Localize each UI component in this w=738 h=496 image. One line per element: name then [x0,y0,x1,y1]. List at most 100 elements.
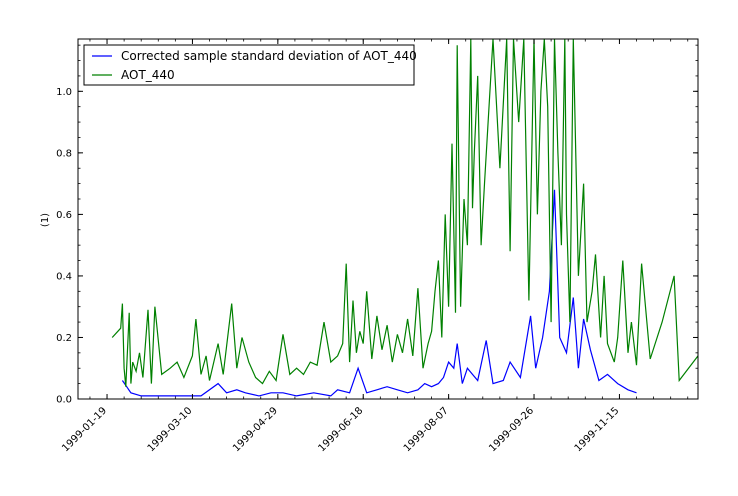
data-point-std-40 [530,315,531,316]
data-point-std-43 [549,291,550,292]
data-point-aot-101 [578,275,579,276]
data-point-aot-53 [387,325,388,326]
data-point-aot-42 [342,343,343,344]
y-tick-label: 0.8 [56,148,72,159]
data-point-std-2 [141,395,142,396]
data-point-aot-8 [136,371,137,372]
data-point-aot-33 [282,334,283,335]
series-line-std-aot-440 [121,189,637,397]
y-tick-label: 0.0 [56,395,72,406]
data-point-std-35 [486,340,487,341]
data-point-aot-27 [241,337,242,338]
data-point-std-31 [462,383,463,384]
data-point-std-12 [296,395,297,396]
data-point-std-36 [492,383,493,384]
y-axis-label: (1) [40,213,51,227]
data-point-aot-90 [540,91,541,92]
data-point-aot-6 [130,383,131,384]
data-point-aot-114 [636,365,637,366]
data-point-aot-102 [583,183,584,184]
data-point-std-13 [313,392,314,393]
data-point-aot-51 [376,315,377,316]
data-point-std-4 [200,395,201,396]
data-point-aot-43 [346,263,347,264]
data-point-aot-72 [463,198,464,199]
data-point-aot-39 [323,322,324,323]
y-tick-label: 0.2 [56,333,72,344]
data-point-aot-96 [561,245,562,246]
data-point-aot-34 [289,374,290,375]
data-point-std-17 [358,368,359,369]
y-ticks: 0.0 0.2 0.4 0.6 0.8 1.0 [56,44,698,406]
data-point-std-9 [258,395,259,396]
data-point-aot-37 [310,362,311,363]
data-point-aot-57 [407,318,408,319]
data-point-aot-10 [142,377,143,378]
data-point-aot-31 [269,371,270,372]
data-point-std-19 [376,389,377,390]
data-point-aot-0 [112,337,113,338]
data-point-aot-12 [151,383,152,384]
data-point-aot-83 [510,251,511,252]
data-point-std-37 [503,380,504,381]
data-point-std-3 [161,395,162,396]
data-point-aot-65 [441,337,442,338]
data-point-aot-75 [472,208,473,209]
data-point-aot-104 [592,291,593,292]
data-point-aot-45 [352,300,353,301]
data-point-aot-47 [359,331,360,332]
data-point-aot-61 [428,343,429,344]
data-point-aot-19 [195,318,196,319]
data-point-std-11 [282,392,283,393]
data-point-std-48 [578,368,579,369]
data-point-std-53 [617,383,618,384]
data-point-aot-118 [674,275,675,276]
data-point-aot-76 [474,152,475,153]
data-point-std-46 [566,352,567,353]
data-point-std-45 [559,337,560,338]
data-point-aot-46 [356,352,357,353]
data-point-aot-70 [457,45,458,46]
data-point-aot-9 [139,352,140,353]
data-point-std-42 [542,337,543,338]
data-point-std-47 [573,297,574,298]
data-point-std-32 [467,368,468,369]
data-point-aot-79 [484,183,485,184]
data-point-aot-59 [417,288,418,289]
data-point-aot-36 [303,374,304,375]
data-point-aot-87 [528,300,529,301]
data-point-std-7 [236,389,237,390]
data-point-aot-3 [124,368,125,369]
data-point-aot-41 [337,355,338,356]
data-point-aot-26 [236,368,237,369]
data-point-aot-50 [371,358,372,359]
data-point-aot-110 [617,337,618,338]
data-point-aot-16 [177,362,178,363]
data-point-aot-56 [402,352,403,353]
data-point-std-24 [424,383,425,384]
data-point-aot-55 [397,334,398,335]
data-point-aot-48 [363,343,364,344]
data-point-std-27 [443,377,444,378]
data-point-std-8 [245,392,246,393]
data-point-aot-81 [499,168,500,169]
data-point-aot-68 [451,143,452,144]
data-point-aot-115 [641,263,642,264]
data-point-aot-40 [330,362,331,363]
data-point-std-25 [431,386,432,387]
data-point-std-5 [218,383,219,384]
data-point-aot-111 [622,260,623,261]
legend-label-aot: AOT_440 [121,68,175,82]
data-point-std-1 [130,392,131,393]
data-point-aot-77 [477,75,478,76]
data-point-aot-107 [604,275,605,276]
data-point-aot-69 [455,312,456,313]
data-point-aot-17 [183,377,184,378]
data-point-aot-35 [296,368,297,369]
data-point-aot-21 [206,355,207,356]
data-point-aot-105 [595,254,596,255]
data-point-aot-63 [434,291,435,292]
data-point-aot-108 [607,343,608,344]
